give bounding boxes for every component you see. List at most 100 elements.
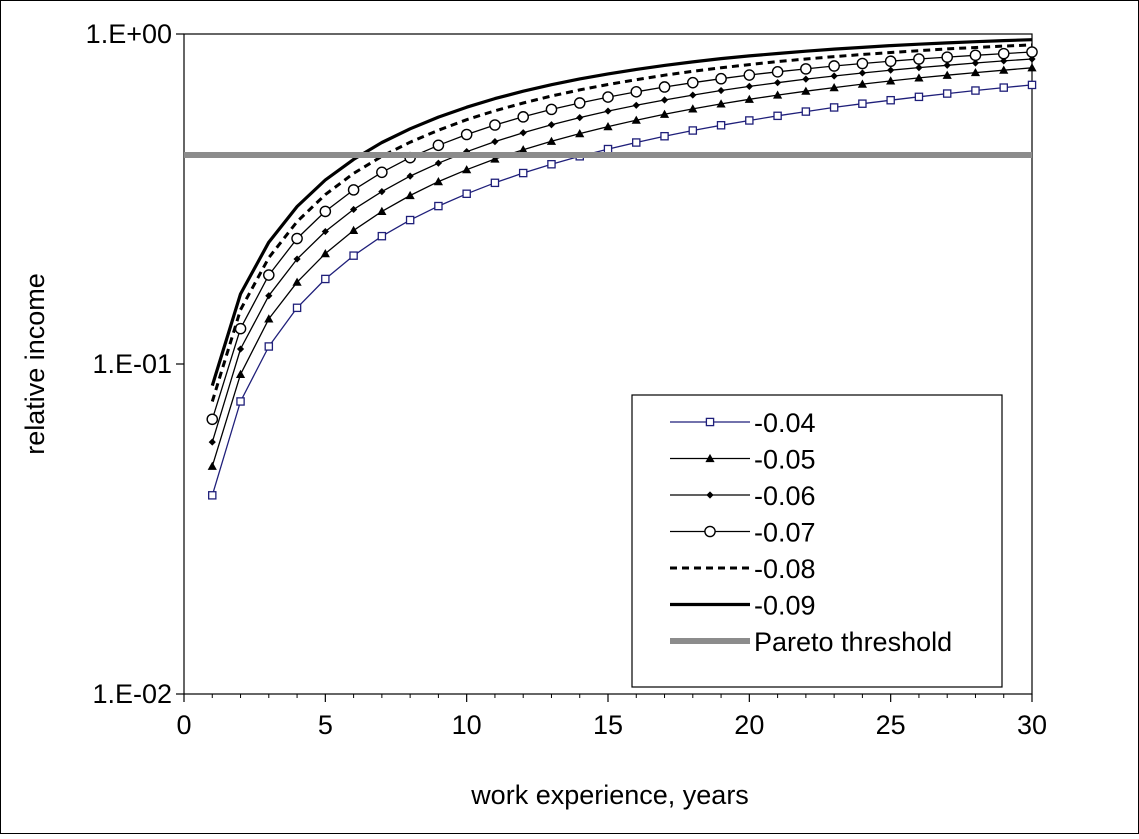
x-axis-title: work experience, years [470,780,749,810]
series-line [211,67,1033,467]
data-point [829,103,839,112]
data-point [517,111,530,123]
data-point [575,129,585,138]
legend-item: Pareto threshold [670,627,952,657]
data-point [715,72,727,85]
data-point [716,99,726,108]
x-tick-label: 5 [318,710,333,740]
data-point [943,61,951,69]
data-point [547,159,556,169]
data-point [942,89,952,98]
data-point [434,159,442,167]
data-point [292,303,302,313]
data-point [970,67,981,77]
data-point [604,107,612,115]
data-point [771,66,784,78]
data-point [265,292,273,300]
data-point [406,172,414,180]
data-point [1028,55,1036,63]
series-line [210,38,1033,387]
data-point [887,66,895,74]
data-point [801,86,811,95]
data-point [236,397,245,406]
data-point [262,269,275,281]
data-point [603,122,613,131]
data-point [659,109,670,118]
data-point [405,190,415,200]
legend-label: Pareto threshold [754,627,952,657]
data-point [941,51,954,63]
data-point [914,73,924,82]
y-tick-label: 1.E+00 [86,19,172,49]
data-point [658,81,671,93]
data-point [942,70,952,79]
legend-label: -0.06 [754,481,816,511]
x-tick-label: 20 [734,710,764,740]
legend-item: -0.08 [670,554,816,584]
data-point [491,137,499,146]
data-point [603,144,613,154]
series-3 [206,46,1038,426]
data-point [858,99,867,108]
legend-item: -0.05 [670,445,816,475]
data-point [773,111,782,121]
data-point [518,145,528,154]
data-point [660,131,669,141]
data-point [886,95,895,105]
data-point [264,314,274,323]
data-point [856,57,869,70]
data-point [602,91,614,103]
data-point [705,417,715,427]
data-point [293,255,301,263]
data-point [490,178,500,188]
data-point [1026,46,1038,58]
data-point [1027,63,1037,72]
data-point [462,189,471,199]
data-point [235,369,246,379]
data-point [546,136,557,145]
data-point [547,121,556,129]
data-point [432,139,445,152]
data-point [377,206,387,216]
series-line [211,58,1033,443]
data-point [969,49,982,62]
data-point [321,227,329,236]
data-point [208,491,217,500]
legend-label: -0.05 [754,445,816,475]
data-point [632,138,641,147]
legend-item: -0.09 [670,591,816,621]
data-point [376,166,388,179]
data-point [704,525,716,538]
data-point [573,97,586,109]
series-line [211,84,1033,496]
x-tick-label: 30 [1017,710,1047,740]
data-point [774,79,782,87]
data-point [884,55,897,68]
series-1 [207,63,1037,470]
y-tick-label: 1.E-02 [92,679,172,709]
legend-label: -0.07 [754,518,816,548]
x-tick-label: 0 [176,710,191,740]
x-tick-label: 15 [593,710,623,740]
data-point [405,215,415,225]
data-point [800,63,812,75]
data-point [857,79,867,88]
data-point [349,225,359,235]
data-point [377,231,387,241]
data-point [971,59,980,67]
data-point [319,205,332,218]
legend-item: -0.07 [670,518,816,548]
data-point [434,201,443,211]
data-point [519,129,527,137]
data-point [745,116,754,125]
x-tick-label: 10 [452,710,482,740]
data-point [886,76,896,85]
data-point [706,491,714,499]
data-point [689,91,697,99]
x-tick-label: 25 [876,710,906,740]
legend-item: -0.04 [670,408,816,438]
data-point [292,277,302,286]
data-point [829,82,839,92]
